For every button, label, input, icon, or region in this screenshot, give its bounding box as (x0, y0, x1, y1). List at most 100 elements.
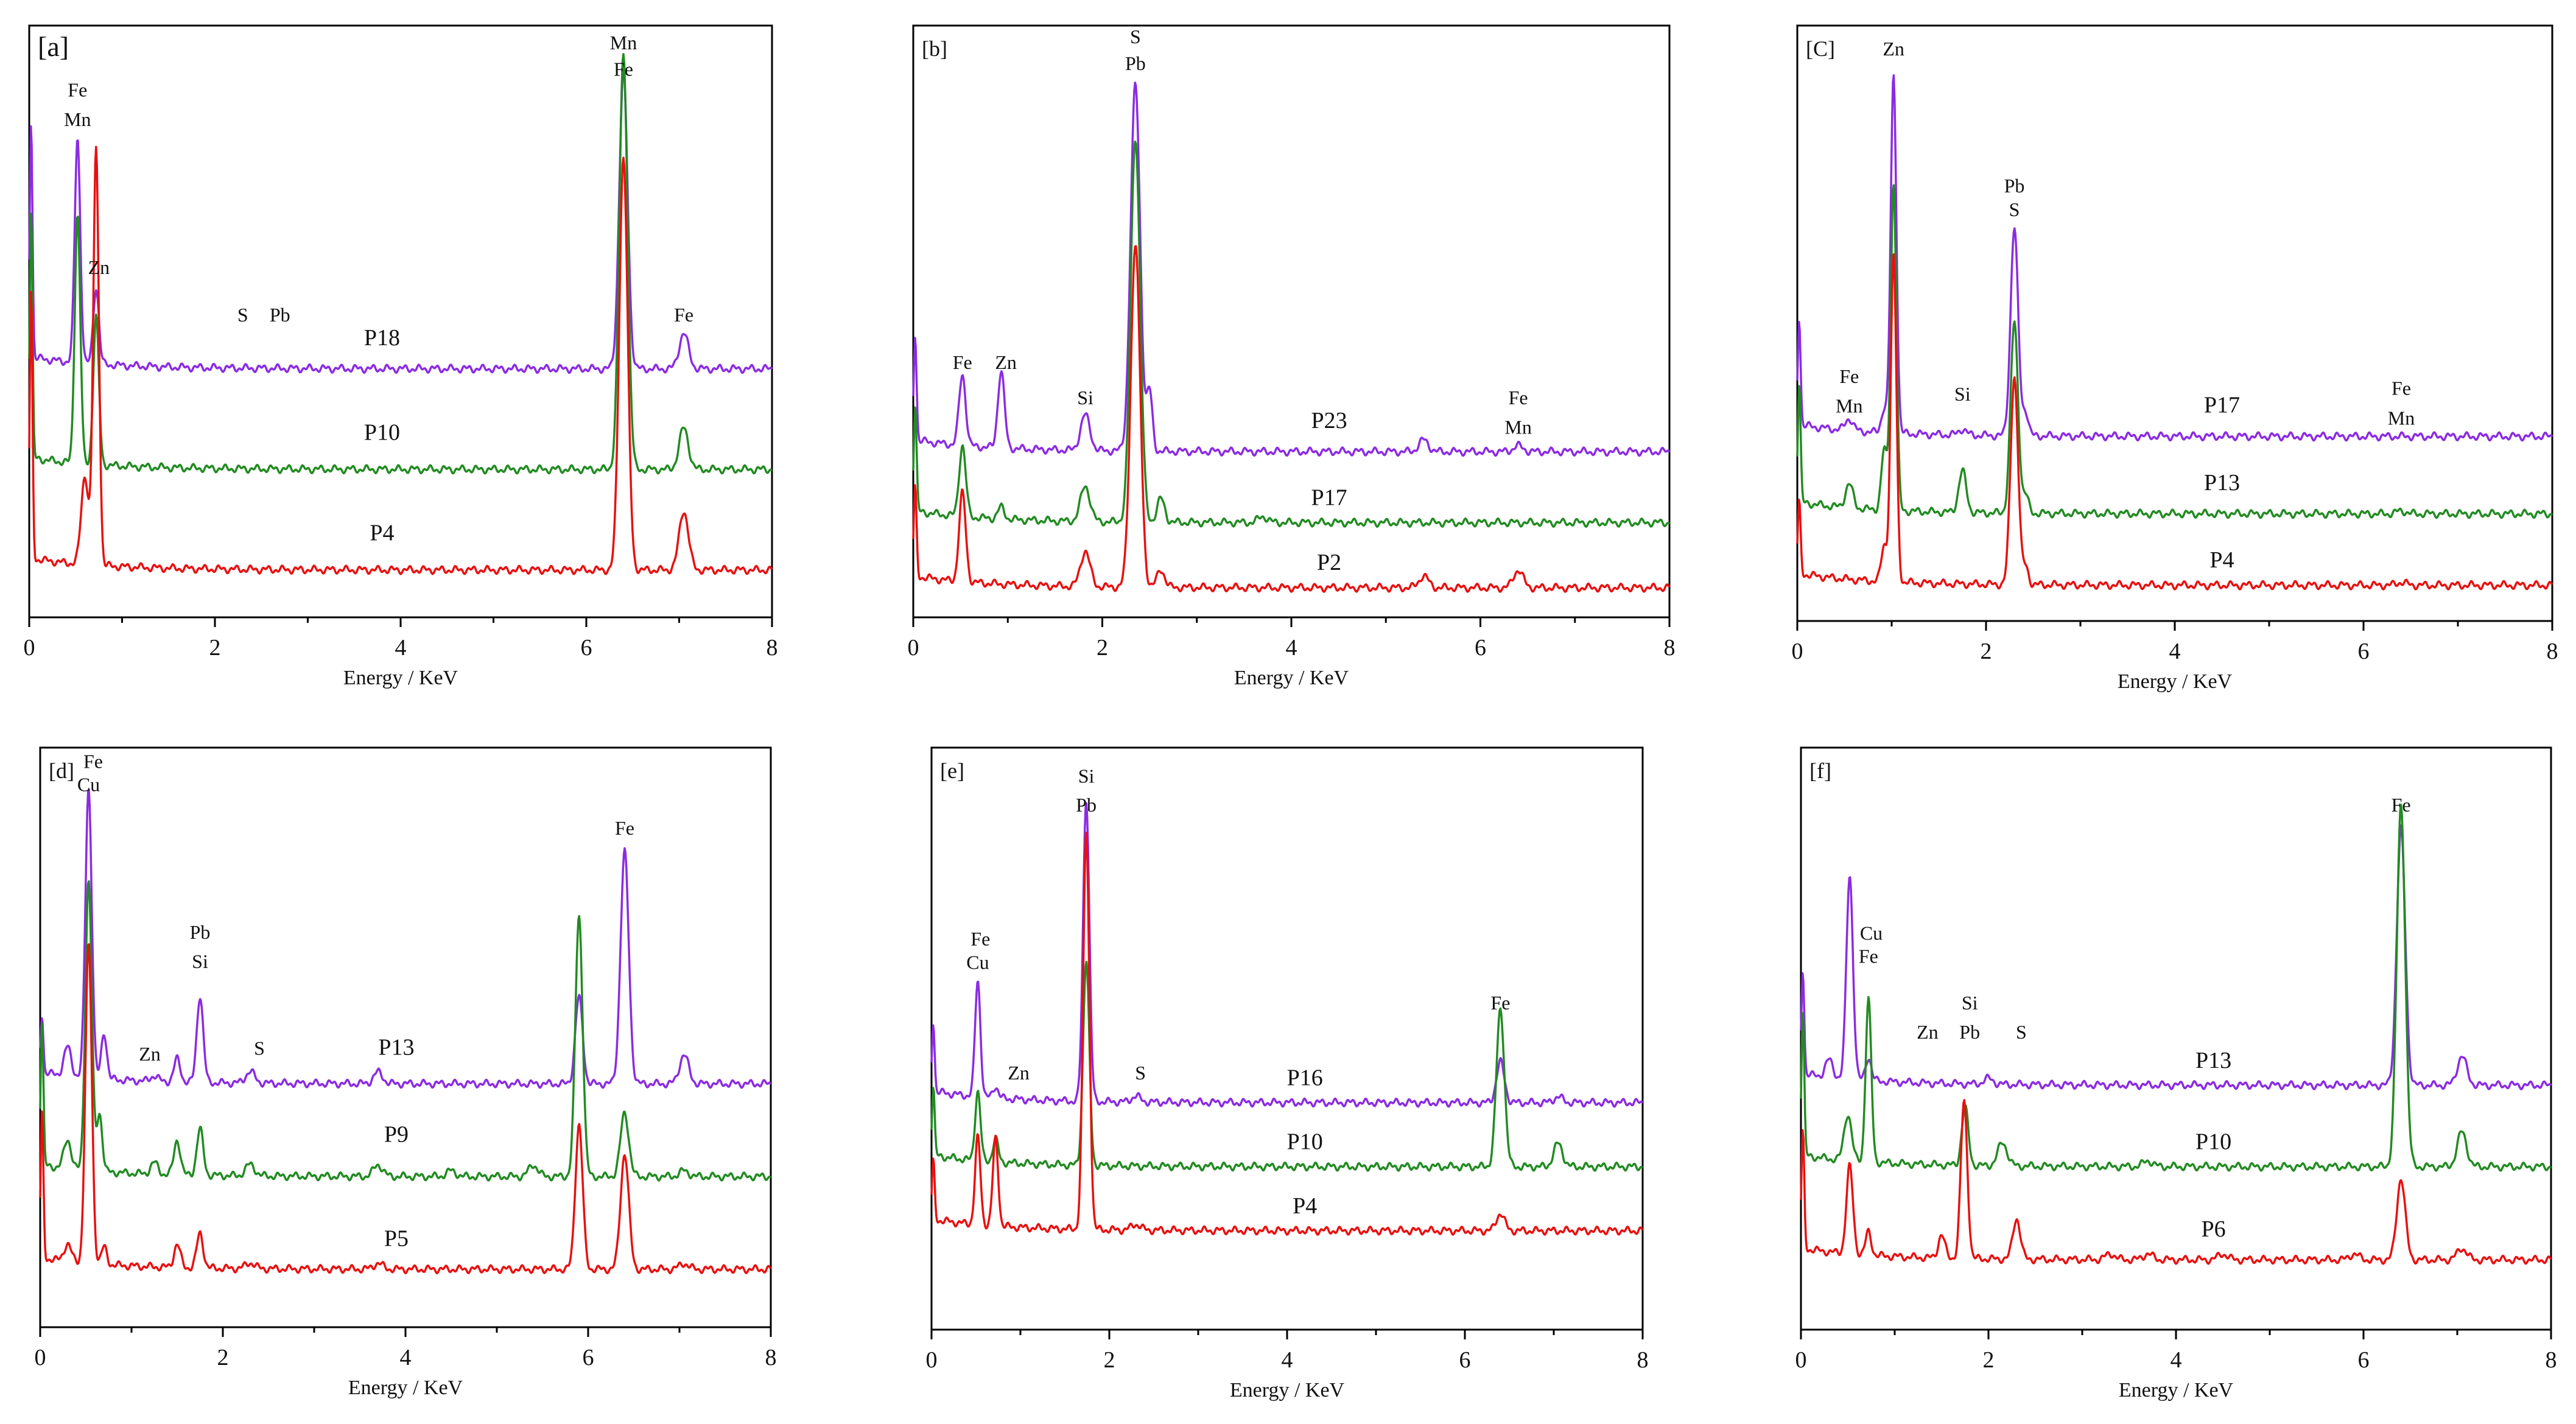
sample-label: P23 (1311, 408, 1347, 433)
spectrum-line-p10 (1800, 804, 2552, 1172)
element-label: S (1135, 1062, 1146, 1084)
element-label: S (1130, 26, 1141, 47)
sample-label: P4 (370, 521, 394, 546)
element-label: S (254, 1037, 265, 1059)
element-label: Fe (1509, 387, 1528, 409)
element-label: Mn (610, 32, 637, 54)
element-label: Si (1962, 992, 1978, 1014)
element-label: Fe (1839, 365, 1859, 387)
x-tick-label: 8 (767, 635, 778, 661)
x-tick-label: 0 (908, 635, 919, 661)
spectrum-line-p23 (912, 81, 1671, 457)
spectrum-line-p13 (1796, 184, 2553, 519)
sample-label: P5 (384, 1226, 409, 1252)
x-tick-label: 8 (2547, 639, 2558, 664)
element-label: Pb (2004, 175, 2025, 197)
sample-label: P17 (2204, 393, 2240, 418)
sample-label: P9 (384, 1121, 409, 1147)
element-label: Pb (1076, 794, 1097, 816)
spectrum-panel-a: [a] 0 2 4 6 8 Energy / KeV Fe Mn Zn S Pb P18 P10 P4 Mn F… (24, 24, 778, 689)
element-label: Fe (2392, 794, 2411, 816)
element-label: Pb (190, 921, 211, 943)
element-label: Fe (970, 928, 990, 950)
x-tick-label: 2 (1983, 1347, 1995, 1373)
spectrum-line-p2 (912, 245, 1671, 593)
panel-label: [e] (940, 759, 964, 783)
sample-label: P10 (1287, 1129, 1323, 1155)
x-tick-label: 6 (2358, 639, 2370, 664)
spectrum-line-p16 (930, 802, 1644, 1108)
element-label: Zn (88, 256, 110, 278)
spectrum-line-p17 (912, 140, 1671, 528)
sample-label: P13 (2195, 1048, 2231, 1073)
spectrum-line-p6 (1800, 1099, 2552, 1265)
x-tick-label: 6 (2358, 1347, 2370, 1373)
panel-label: [b] (922, 37, 947, 61)
spectrum-line-p4 (930, 832, 1644, 1236)
sample-label: P4 (1293, 1193, 1317, 1219)
x-tick-label: 4 (2171, 1347, 2182, 1373)
sample-label: P6 (2202, 1216, 2226, 1242)
element-label: Fe (1859, 945, 1878, 967)
x-tick-label: 4 (400, 1345, 412, 1370)
element-label: Mn (64, 108, 91, 130)
sample-label: P17 (1311, 485, 1347, 510)
x-tick-label: 8 (2546, 1347, 2557, 1373)
panel-label: [f] (1809, 759, 1831, 783)
x-tick-label: 6 (581, 635, 592, 661)
element-label: Fe (1490, 992, 1510, 1014)
spectrum-line-p18 (28, 68, 773, 374)
element-label: S (237, 304, 248, 326)
spectrum-line-p13 (1800, 824, 2552, 1090)
spectrum-line-p13 (39, 788, 772, 1089)
x-tick-label: 2 (1981, 639, 1992, 664)
spectrum-line-p9 (39, 880, 772, 1182)
x-tick-label: 2 (209, 635, 221, 661)
x-tick-label: 0 (926, 1347, 938, 1373)
element-label: Fe (68, 79, 87, 101)
spectrum-line-p4 (28, 146, 773, 575)
x-axis-label: Energy / KeV (1234, 667, 1349, 689)
x-tick-label: 4 (1282, 1347, 1293, 1373)
element-label: Pb (1959, 1021, 1980, 1043)
element-label: Si (1954, 383, 1971, 405)
x-tick-label: 8 (1637, 1347, 1649, 1373)
sample-label: P13 (2204, 470, 2240, 496)
x-axis-label: Energy / KeV (2119, 1379, 2234, 1401)
element-label: Fe (953, 351, 972, 373)
plot-frame (28, 24, 773, 619)
element-label: Zn (995, 351, 1017, 373)
panel-label: [a] (38, 31, 69, 62)
sample-label: P13 (378, 1035, 414, 1061)
x-tick-label: 0 (35, 1345, 46, 1370)
x-tick-label: 8 (1664, 635, 1676, 661)
x-tick-label: 2 (217, 1345, 229, 1370)
element-label: Mn (1836, 395, 1862, 417)
element-label: Cu (77, 773, 100, 795)
spectrum-line-p10 (930, 961, 1644, 1172)
element-label: Zn (1008, 1062, 1030, 1084)
element-label: Pb (1125, 52, 1146, 74)
sample-label: P4 (2209, 547, 2234, 573)
x-tick-label: 0 (24, 635, 35, 661)
element-label: Pb (270, 304, 290, 326)
x-tick-label: 2 (1104, 1347, 1115, 1373)
element-label: Si (1078, 765, 1095, 787)
x-tick-label: 8 (765, 1345, 777, 1370)
element-label: Fe (2392, 377, 2411, 399)
element-label: Mn (1504, 416, 1531, 438)
sample-label: P10 (364, 419, 400, 445)
x-tick-label: 4 (2169, 639, 2181, 664)
sample-label: P16 (1287, 1065, 1323, 1090)
panel-label: [C] (1806, 37, 1835, 61)
spectrum-line-p10 (28, 53, 773, 475)
element-label: Fe (614, 58, 633, 80)
x-axis-label: Energy / KeV (1230, 1379, 1345, 1401)
element-label: Fe (674, 304, 693, 326)
element-label: Cu (966, 951, 989, 973)
plot-frame (930, 746, 1644, 1331)
x-tick-label: 6 (1459, 1347, 1471, 1373)
